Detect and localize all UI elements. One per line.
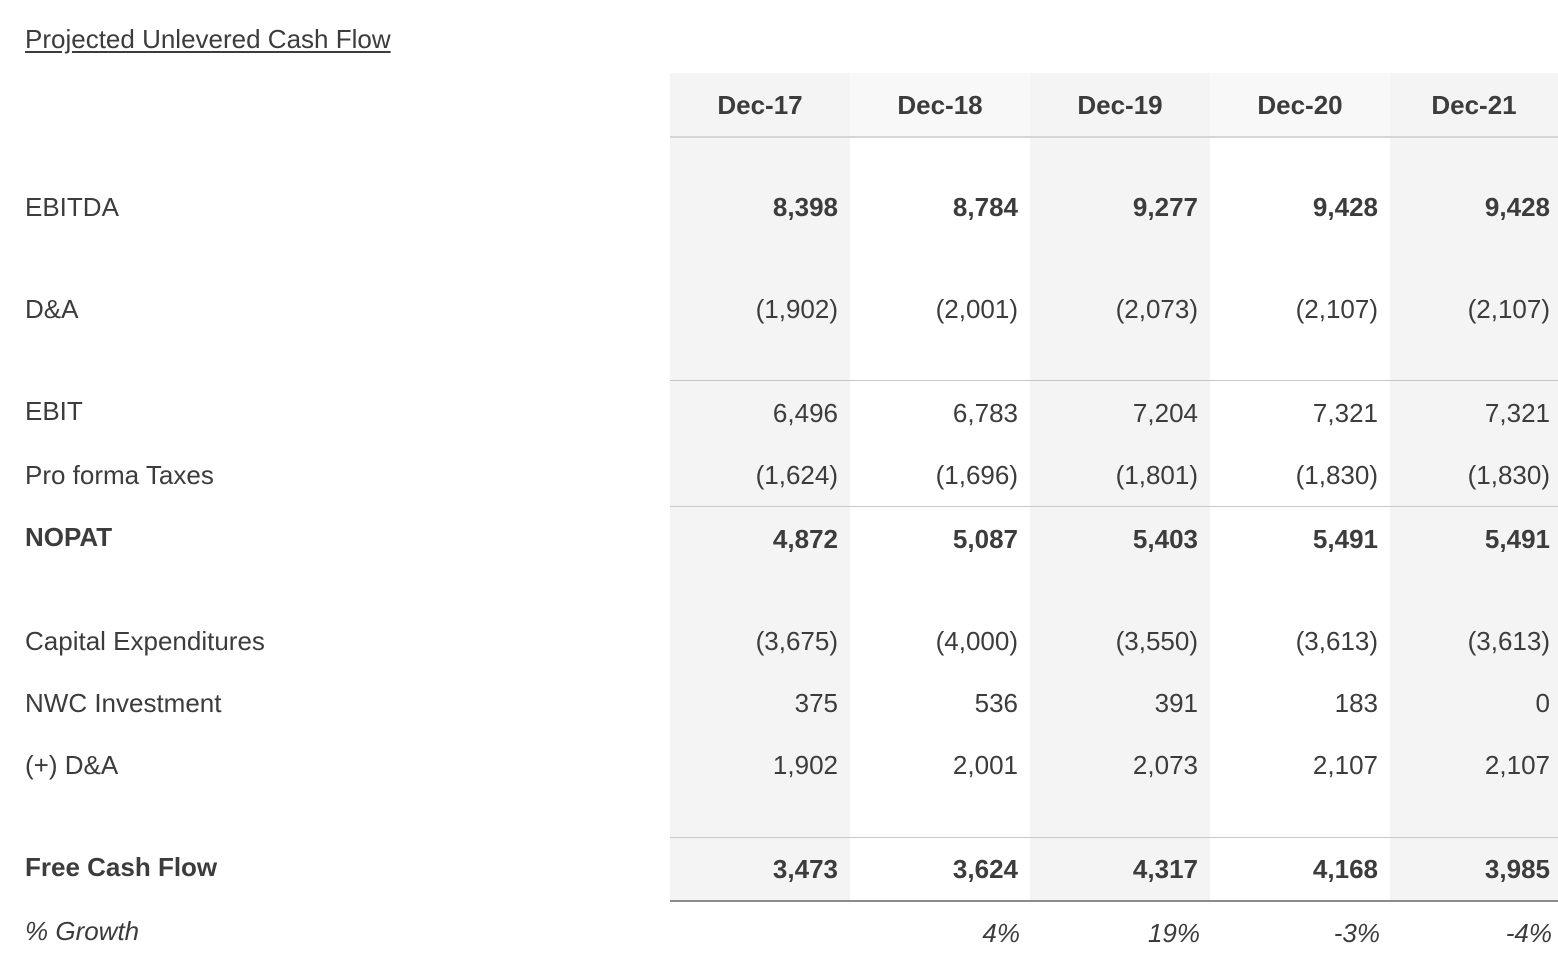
- table-cell: 5,491: [1312, 524, 1378, 554]
- column-header: Dec-20: [1257, 90, 1343, 120]
- row-divider: [670, 506, 1558, 507]
- table-cell: 9,277: [1132, 192, 1198, 222]
- row-label-growth: % Growth: [25, 916, 140, 946]
- table-cell: 391: [1154, 688, 1198, 718]
- table-cell: -4%: [1505, 918, 1552, 948]
- table-cell: 6,496: [772, 398, 838, 428]
- column-header: Dec-21: [1431, 90, 1517, 120]
- table-cell: 3,624: [952, 854, 1018, 884]
- table-cell: -3%: [1333, 918, 1380, 948]
- table-cell: 7,204: [1132, 398, 1198, 428]
- table-cell: (4,000): [935, 626, 1018, 656]
- row-label-da: D&A: [25, 294, 79, 324]
- table-cell: (2,073): [1115, 294, 1198, 324]
- table-cell: 1,902: [772, 750, 838, 780]
- table-cell: 9,428: [1484, 192, 1550, 222]
- column-header: Dec-17: [717, 90, 803, 120]
- table-cell: (1,696): [935, 460, 1018, 490]
- table-cell: (3,550): [1115, 626, 1198, 656]
- table-cell: 4%: [982, 918, 1020, 948]
- page-title: Projected Unlevered Cash Flow: [25, 24, 391, 54]
- table-cell: 8,398: [772, 192, 838, 222]
- table-cell: 19%: [1147, 918, 1200, 948]
- row-label-ebitda: EBITDA: [25, 192, 119, 222]
- row-label-nopat: NOPAT: [25, 522, 113, 552]
- table-cell: 6,783: [952, 398, 1018, 428]
- table-cell: 0: [1535, 688, 1550, 718]
- header-divider: [670, 136, 1558, 138]
- table-cell: (2,001): [935, 294, 1018, 324]
- column-shade: [1030, 73, 1210, 901]
- table-cell: (2,107): [1295, 294, 1378, 324]
- table-cell: 5,087: [952, 524, 1018, 554]
- column-header: Dec-19: [1077, 90, 1163, 120]
- table-cell: (1,830): [1295, 460, 1378, 490]
- table-cell: 2,107: [1484, 750, 1550, 780]
- table-cell: (2,107): [1467, 294, 1550, 324]
- row-label-plus-da: (+) D&A: [25, 750, 119, 780]
- table-cell: 2,073: [1132, 750, 1198, 780]
- table-cell: 536: [974, 688, 1018, 718]
- column-shade: [1390, 73, 1558, 901]
- table-cell: 4,168: [1312, 854, 1378, 884]
- table-cell: (3,613): [1467, 626, 1550, 656]
- table-cell: 4,317: [1132, 854, 1198, 884]
- column-header: Dec-18: [897, 90, 983, 120]
- table-cell: 375: [794, 688, 838, 718]
- table-cell: 3,985: [1484, 854, 1550, 884]
- table-cell: 7,321: [1484, 398, 1550, 428]
- table-cell: 8,784: [952, 192, 1018, 222]
- table-cell: 2,107: [1312, 750, 1378, 780]
- total-divider: [670, 900, 1558, 902]
- table-cell: (1,902): [755, 294, 838, 324]
- table-cell: 2,001: [952, 750, 1018, 780]
- header-shade: [850, 73, 1030, 136]
- row-label-taxes: Pro forma Taxes: [25, 460, 214, 490]
- table-cell: 5,403: [1132, 524, 1198, 554]
- row-divider: [670, 837, 1558, 838]
- table-cell: 7,321: [1312, 398, 1378, 428]
- row-label-ebit: EBIT: [25, 396, 83, 426]
- column-shade: [670, 73, 850, 901]
- table-cell: 5,491: [1484, 524, 1550, 554]
- table-cell: (1,830): [1467, 460, 1550, 490]
- table-cell: 3,473: [772, 854, 838, 884]
- table-cell: (3,675): [755, 626, 838, 656]
- table-cell: 183: [1334, 688, 1378, 718]
- table-cell: 9,428: [1312, 192, 1378, 222]
- table-cell: (1,801): [1115, 460, 1198, 490]
- row-divider: [670, 380, 1558, 381]
- header-shade: [1210, 73, 1390, 136]
- row-label-fcf: Free Cash Flow: [25, 852, 218, 882]
- table-cell: 4,872: [772, 524, 838, 554]
- row-label-nwc: NWC Investment: [25, 688, 222, 718]
- table-cell: (3,613): [1295, 626, 1378, 656]
- row-label-capex: Capital Expenditures: [25, 626, 265, 656]
- table-cell: (1,624): [755, 460, 838, 490]
